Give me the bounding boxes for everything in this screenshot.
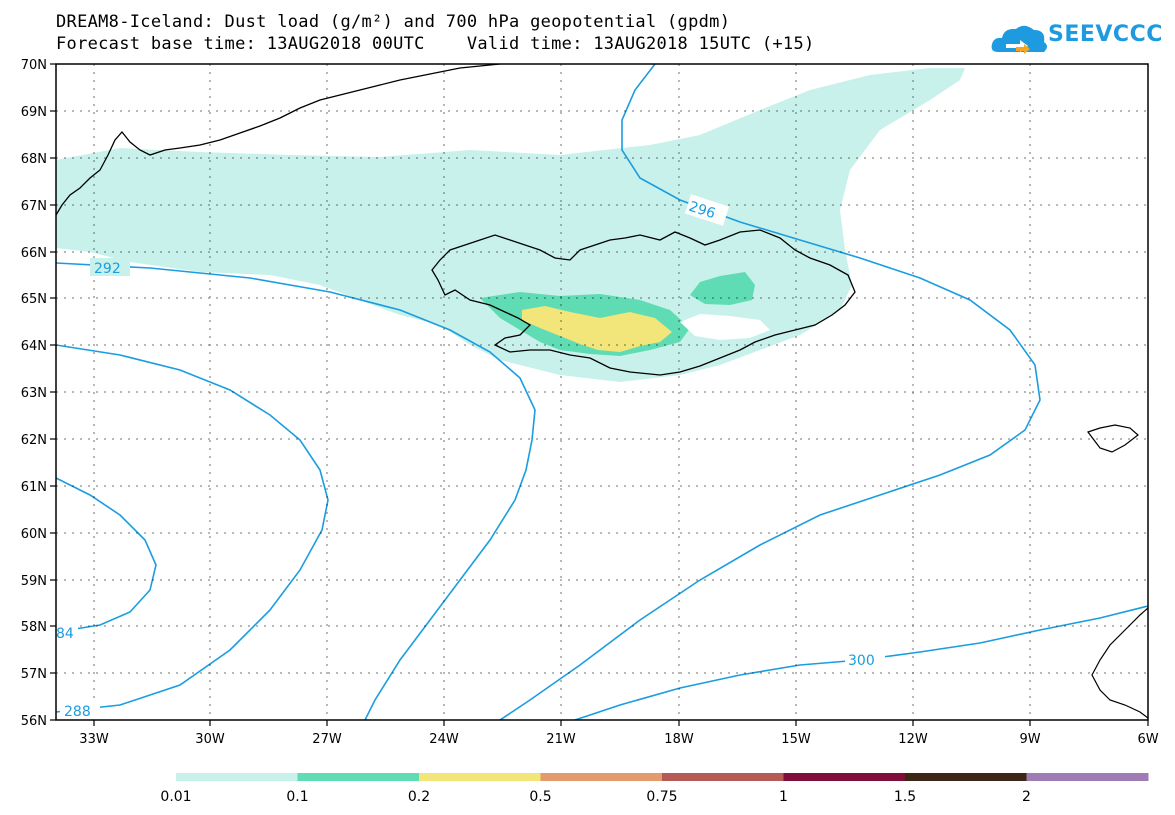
latitude-labels: 70N 69N 68N 67N 66N 65N 64N 63N 62N 61N … <box>21 58 47 729</box>
lat-label: 65N <box>21 292 47 307</box>
lon-label: 15W <box>781 732 811 747</box>
coastline-iceland <box>431 229 856 376</box>
lat-label: 59N <box>21 574 47 589</box>
lat-label: 69N <box>21 105 47 120</box>
lat-label: 60N <box>21 527 47 542</box>
colorbar-label: 0.5 <box>529 789 551 805</box>
dust-region-0.01 <box>56 68 965 382</box>
cloud-icon <box>991 25 1047 54</box>
contour-label-284: 84 <box>56 626 74 642</box>
lat-label: 61N <box>21 480 47 495</box>
coastline-greenland <box>56 64 501 216</box>
gridlines <box>56 64 1148 720</box>
contour-label-296: 296 <box>687 199 717 223</box>
colorbar-label: 2 <box>1022 789 1031 805</box>
lon-label: 30W <box>195 732 225 747</box>
colorbar-swatch <box>176 773 298 781</box>
lon-label: 24W <box>429 732 459 747</box>
colorbar-label: 0.01 <box>160 789 191 805</box>
logo-text: SEEVCCC <box>1048 22 1163 47</box>
dust-region-0.1-east <box>690 272 755 305</box>
colorbar-swatch <box>540 773 663 781</box>
lon-label: 33W <box>79 732 109 747</box>
lat-label: 58N <box>21 620 47 635</box>
contour-284 <box>56 477 157 633</box>
colorbar-swatch <box>297 773 420 781</box>
coastline-faroe <box>1087 424 1139 453</box>
lon-label: 6W <box>1137 732 1158 747</box>
lat-label: 56N <box>21 714 47 729</box>
lat-label: 62N <box>21 433 47 448</box>
lon-label: 9W <box>1019 732 1040 747</box>
dust-region-0.2 <box>522 306 672 352</box>
contour-label-288: 288 <box>64 704 91 720</box>
colorbar-label: 0.75 <box>646 789 677 805</box>
lon-label: 18W <box>664 732 694 747</box>
colorbar-label: 0.1 <box>286 789 308 805</box>
lon-label: 27W <box>312 732 342 747</box>
colorbar-swatch <box>419 773 541 781</box>
lat-label: 64N <box>21 339 47 354</box>
lat-label: 70N <box>21 58 47 73</box>
map-subtitle: Forecast base time: 13AUG2018 00UTC Vali… <box>56 34 815 54</box>
contour-288 <box>56 344 329 713</box>
longitude-labels: 33W 30W 27W 24W 21W 18W 15W 12W 9W 6W <box>79 732 1158 747</box>
axis-ticks <box>50 63 1149 726</box>
lat-label: 67N <box>21 199 47 214</box>
colorbar-swatch <box>662 773 784 781</box>
lat-label: 66N <box>21 246 47 261</box>
map-plot-area: 292 296 300 288 84 <box>56 64 1148 720</box>
contour-label-300: 300 <box>848 653 875 669</box>
contour-292 <box>56 262 536 720</box>
coastline-norway <box>1091 607 1148 719</box>
lat-label: 57N <box>21 667 47 682</box>
colorbar-swatch <box>783 773 906 781</box>
colorbar-label: 1.5 <box>894 789 916 805</box>
lon-label: 12W <box>898 732 928 747</box>
contour-296 <box>499 64 1041 720</box>
contour-label-292: 292 <box>94 261 121 277</box>
lat-label: 63N <box>21 386 47 401</box>
colorbar-swatch <box>1026 773 1149 781</box>
colorbar-swatch <box>905 773 1027 781</box>
map-title: DREAM8-Iceland: Dust load (g/m²) and 700… <box>56 12 731 32</box>
lon-label: 21W <box>546 732 576 747</box>
lat-label: 68N <box>21 152 47 167</box>
colorbar-label: 0.2 <box>408 789 430 805</box>
colorbar-label: 1 <box>779 789 788 805</box>
dust-region-clear <box>680 314 770 340</box>
colorbar: 0.01 0.1 0.2 0.5 0.75 1 1.5 2 <box>160 773 1149 805</box>
